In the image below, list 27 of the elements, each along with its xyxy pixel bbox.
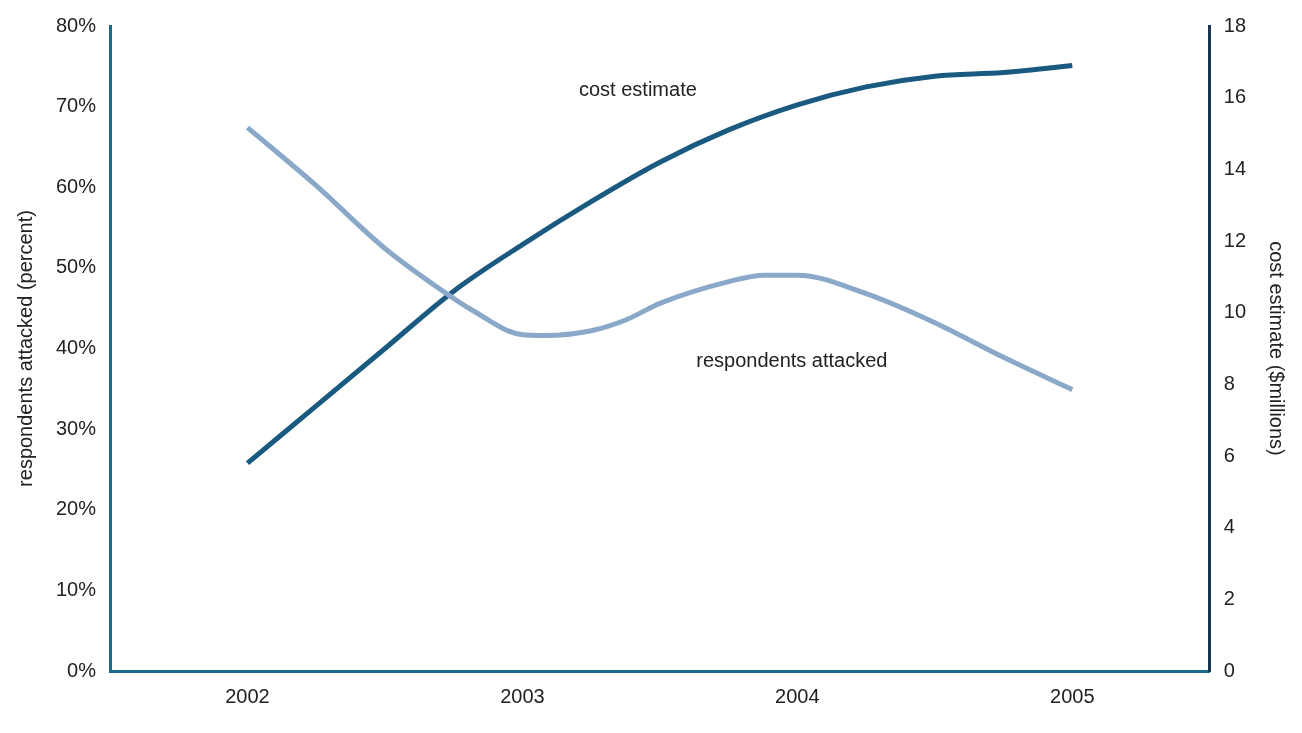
text: respondents attacked: [696, 348, 888, 371]
y2-tick-label: 4: [1223, 515, 1235, 538]
y-tick-label: 50%: [56, 255, 97, 278]
x-tick-label: 2002: [225, 684, 270, 707]
y2-tick-label: 8: [1223, 371, 1235, 394]
y2-tick-label: 16: [1223, 85, 1246, 108]
y-tick-label: 80%: [56, 13, 97, 36]
y2-tick-label: 0: [1223, 658, 1235, 681]
y-tick-label: 70%: [56, 94, 97, 117]
x-tick-label: 2004: [775, 684, 820, 707]
y-tick-label: 60%: [56, 174, 97, 197]
x-tick-label: 2003: [500, 684, 545, 707]
y2-axis-title: cost estimate ($millions): [1266, 241, 1289, 456]
y2-tick-label: 2: [1223, 586, 1235, 609]
y-tick-label: 0%: [67, 658, 97, 681]
y2-tick-label: 18: [1223, 13, 1246, 36]
y2-tick-label: 10: [1223, 300, 1246, 323]
y-tick-label: 20%: [56, 497, 97, 520]
y-tick-label: 10%: [56, 577, 97, 600]
y2-tick-label: 6: [1223, 443, 1235, 466]
y-tick-label: 30%: [56, 416, 97, 439]
y2-tick-label: 14: [1223, 156, 1246, 179]
y-tick-label: 40%: [56, 336, 97, 359]
x-tick-label: 2005: [1050, 684, 1095, 707]
text: cost estimate: [578, 78, 697, 101]
y2-tick-label: 12: [1223, 228, 1246, 251]
y-axis-title: respondents attacked (percent): [13, 210, 36, 487]
